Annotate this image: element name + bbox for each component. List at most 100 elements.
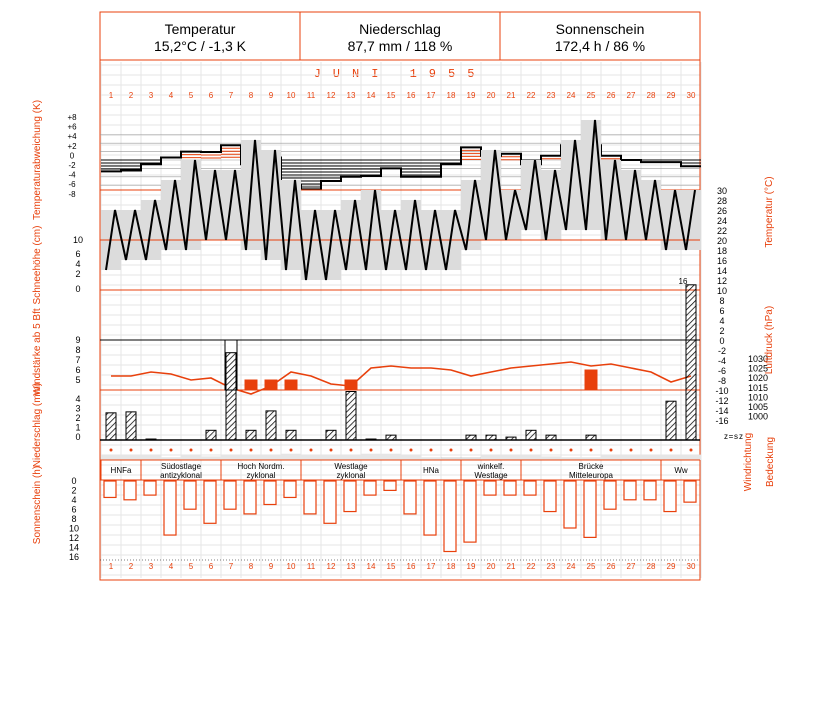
sunshine-bar — [323, 480, 337, 524]
tick-snow: 0 — [75, 284, 80, 294]
tick-sun: 8 — [71, 514, 76, 524]
tick-temp-dev: +2 — [67, 142, 77, 151]
cloud-dot — [369, 448, 373, 452]
pressure-line — [111, 361, 692, 395]
cloud-dot — [109, 448, 113, 452]
precip-bar — [545, 434, 557, 441]
cloud-cover-bar — [481, 454, 501, 460]
sunshine-bar — [563, 480, 577, 529]
tick-temp-right: 18 — [717, 246, 727, 256]
tick-temp-right: 24 — [717, 216, 727, 226]
sunshine-bar — [103, 480, 117, 499]
precip-bar — [685, 284, 697, 441]
axis-title-wind-dir: Windrichtung — [743, 433, 754, 491]
cloud-cover-bar — [581, 457, 601, 460]
header-sunshine-value: 172,4 h / 86 % — [554, 38, 646, 54]
cloud-dot — [549, 448, 553, 452]
cloud-dot — [669, 448, 673, 452]
precip-bar — [205, 429, 217, 441]
day-label-top: 16 — [407, 91, 416, 100]
cloud-dot — [589, 448, 593, 452]
day-label-top: 28 — [647, 91, 656, 100]
sunshine-bar — [383, 480, 397, 491]
tick-temp-dev: -2 — [68, 161, 76, 170]
precip-bar — [225, 352, 237, 441]
tick-precip: 2 — [75, 413, 80, 423]
sunshine-bar — [603, 480, 617, 510]
cloud-cover-bar — [381, 453, 401, 460]
weather-type-label: winkelf. — [477, 462, 505, 471]
weather-type-label: Mitteleuropa — [569, 471, 614, 480]
tick-wind-dir: s — [734, 432, 738, 441]
tick-sun: 12 — [69, 533, 79, 543]
tick-temp-right: 26 — [717, 206, 727, 216]
weather-type-label: zyklonal — [337, 471, 366, 480]
header-precipitation: Niederschlag 87,7 mm / 118 % — [301, 12, 499, 60]
header-precipitation-value: 87,7 mm / 118 % — [347, 38, 453, 54]
tick-snow: 10 — [73, 235, 83, 245]
tick-wind: 6 — [75, 365, 80, 375]
tick-temp-right: 8 — [719, 296, 724, 306]
tick-temp-dev: -4 — [68, 171, 76, 180]
wind-force-bar — [344, 379, 358, 391]
cloud-dot — [249, 448, 253, 452]
cloud-cover-bar — [501, 454, 521, 460]
day-label-top: 17 — [427, 91, 436, 100]
tick-snow: 6 — [75, 249, 80, 259]
cloud-dot — [569, 448, 573, 452]
sunshine-bar — [523, 480, 537, 496]
weather-type-label: Brücke — [579, 462, 604, 471]
cloud-cover-bar — [121, 454, 141, 460]
sunshine-bar — [423, 480, 437, 536]
tick-sun: 16 — [69, 552, 79, 562]
tick-temp-right: 22 — [717, 226, 727, 236]
day-label-top: 18 — [447, 91, 456, 100]
day-label-top: 2 — [129, 91, 134, 100]
precip-bar — [345, 391, 357, 441]
cloud-dot — [189, 448, 193, 452]
tick-temp-right: -4 — [718, 356, 726, 366]
tick-temp-right: 2 — [719, 326, 724, 336]
tick-wind-dir: z — [724, 432, 728, 441]
tick-wind-dir: = — [729, 432, 734, 441]
axis-title-cloud: Bedeckung — [765, 437, 776, 487]
sunshine-bar — [683, 480, 697, 503]
cloud-dot — [429, 448, 433, 452]
tick-pressure: 1020 — [748, 373, 768, 383]
day-label-top: 24 — [567, 91, 576, 100]
day-label-top: 30 — [687, 91, 696, 100]
sunshine-bar — [203, 480, 217, 524]
tick-temp-right: 6 — [719, 306, 724, 316]
sunshine-bar — [443, 480, 457, 553]
cloud-dot — [149, 448, 153, 452]
tick-pressure: 1005 — [748, 402, 768, 412]
tick-wind-dir: z — [739, 432, 743, 441]
day-label-top: 8 — [249, 91, 254, 100]
cloud-dot — [529, 448, 533, 452]
day-label-bottom: 17 — [427, 562, 436, 571]
day-label-top: 13 — [347, 91, 356, 100]
cloud-cover-bar — [661, 454, 681, 460]
cloud-cover-bar — [261, 454, 281, 460]
day-label-bottom: 2 — [129, 562, 134, 571]
tick-pressure: 1025 — [748, 364, 768, 374]
tick-temp-dev: +4 — [67, 132, 77, 141]
weather-type-label: zyklonal — [247, 471, 276, 480]
tick-pressure: 1030 — [748, 354, 768, 364]
day-label-bottom: 1 — [109, 562, 114, 571]
precip-bar — [325, 429, 337, 441]
month-title: JUNI 1955 — [313, 67, 487, 81]
wind-force-bar — [244, 379, 258, 391]
sunshine-bar — [123, 480, 137, 501]
cloud-cover-bar — [341, 454, 361, 460]
cloud-cover-bar — [221, 454, 241, 460]
cloud-dot — [329, 448, 333, 452]
day-label-bottom: 23 — [547, 562, 556, 571]
cloud-dot — [209, 448, 213, 452]
tick-sun: 10 — [69, 524, 79, 534]
day-label-bottom: 26 — [607, 562, 616, 571]
cloud-dot — [689, 448, 693, 452]
wind-force-bar — [284, 379, 298, 391]
wind-force-bar — [264, 379, 278, 391]
tick-temp-dev: -8 — [68, 190, 76, 199]
